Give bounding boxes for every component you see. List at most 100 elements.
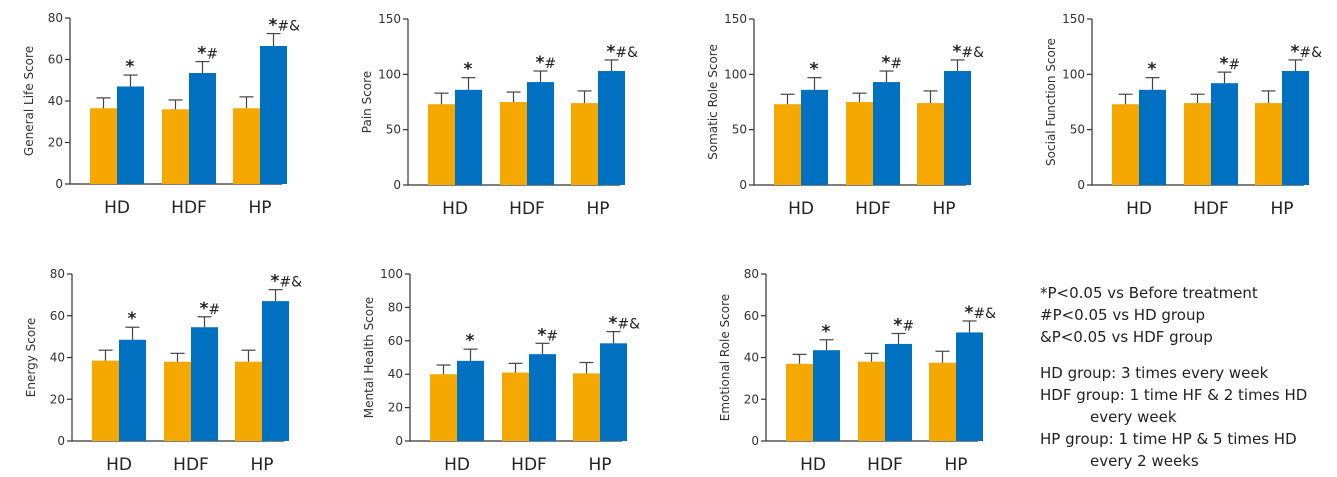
- bar-before-hp: [917, 103, 944, 185]
- legend-hd-group: HD group: 3 times every week: [1040, 364, 1269, 382]
- bar-after-hd: [119, 339, 146, 441]
- bar-before-hp: [1255, 103, 1282, 185]
- significance-star: *: [466, 331, 475, 351]
- significance-star: *: [198, 44, 207, 64]
- y-tick-label: 150: [378, 12, 401, 26]
- y-tick-label: 80: [744, 267, 759, 281]
- x-tick-label-hp: HP: [944, 455, 967, 475]
- significance-symbols: #: [544, 56, 556, 72]
- bar-before-hd: [786, 363, 813, 441]
- y-tick-label: 20: [50, 392, 65, 406]
- x-tick-label-hd: HD: [104, 198, 130, 218]
- bar-after-hp: [600, 343, 627, 441]
- bar-after-hdf: [189, 72, 216, 184]
- bar-before-hdf: [500, 102, 527, 185]
- significance-star: *: [1291, 42, 1300, 62]
- significance-star: *: [1148, 60, 1157, 80]
- significance-symbols: #&: [973, 306, 996, 322]
- x-tick-label-hdf: HDF: [173, 455, 209, 475]
- significance-symbols: #&: [279, 275, 302, 291]
- x-tick-label-hd: HD: [444, 455, 470, 475]
- y-tick-label: 100: [724, 67, 747, 81]
- y-tick-label: 60: [388, 334, 403, 348]
- bar-before-hd: [774, 104, 801, 185]
- significance-star: *: [538, 325, 547, 345]
- significance-symbols: #: [890, 56, 902, 72]
- bar-before-hdf: [502, 372, 529, 441]
- significance-symbols: #&: [617, 317, 640, 333]
- y-axis-title: Social Function Score: [1044, 38, 1058, 166]
- y-tick-label: 0: [57, 434, 65, 448]
- legend-hp-group-cont: every 2 weeks: [1090, 452, 1199, 470]
- bar-after-hp: [944, 71, 971, 185]
- significance-star: *: [607, 42, 616, 62]
- significance-star: *: [126, 57, 135, 77]
- y-tick-label: 0: [751, 434, 759, 448]
- y-tick-label: 50: [732, 123, 747, 137]
- significance-star: *: [1220, 54, 1229, 74]
- y-tick-label: 60: [48, 53, 63, 67]
- significance-star: *: [822, 322, 831, 342]
- bar-after-hp: [598, 71, 625, 185]
- y-axis-title: Pain Score: [360, 71, 374, 133]
- x-tick-label-hd: HD: [800, 455, 826, 475]
- bar-after-hdf: [529, 354, 556, 441]
- x-tick-label-hdf: HDF: [855, 199, 891, 219]
- bar-before-hd: [430, 374, 457, 441]
- bar-after-hd: [1139, 89, 1166, 185]
- significance-marker: *#: [198, 44, 219, 64]
- significance-symbols: #: [1228, 57, 1240, 73]
- x-tick-label-hp: HP: [586, 199, 609, 219]
- y-tick-label: 50: [386, 123, 401, 137]
- y-tick-label: 80: [388, 300, 403, 314]
- x-tick-label-hd: HD: [788, 199, 814, 219]
- significance-marker: *: [810, 60, 819, 80]
- significance-marker: *: [464, 60, 473, 80]
- y-tick-label: 100: [1062, 67, 1085, 81]
- y-tick-label: 60: [50, 309, 65, 323]
- x-tick-label-hd: HD: [1126, 199, 1152, 219]
- y-tick-label: 40: [48, 94, 63, 108]
- significance-marker: *#&: [269, 16, 301, 36]
- bar-after-hd: [813, 350, 840, 441]
- significance-symbols: #&: [1299, 45, 1322, 61]
- y-axis-title: Somatic Role Score: [706, 44, 720, 160]
- significance-star: *: [536, 53, 545, 73]
- significance-symbols: #: [902, 318, 914, 334]
- bar-before-hdf: [858, 361, 885, 441]
- bar-before-hp: [235, 361, 262, 441]
- significance-marker: *#&: [609, 314, 641, 334]
- significance-star: *: [953, 42, 962, 62]
- legend-significance-hd: #P<0.05 vs HD group: [1040, 306, 1205, 324]
- bar-before-hdf: [164, 361, 191, 441]
- bar-after-hdf: [191, 327, 218, 441]
- significance-marker: *: [128, 309, 137, 329]
- significance-marker: *: [466, 331, 475, 351]
- x-tick-label-hd: HD: [442, 199, 468, 219]
- y-tick-label: 150: [724, 12, 747, 26]
- bar-before-hp: [233, 108, 260, 184]
- significance-marker: *: [126, 57, 135, 77]
- x-tick-label-hp: HP: [588, 455, 611, 475]
- legend-significance-before: *P<0.05 vs Before treatment: [1040, 284, 1258, 302]
- y-axis-title: Emotional Role Score: [718, 294, 732, 421]
- y-tick-label: 100: [380, 267, 403, 281]
- bar-after-hp: [956, 332, 983, 441]
- legend-hdf-group: HDF group: 1 time HF & 2 times HD: [1040, 386, 1308, 404]
- bar-after-hp: [1282, 71, 1309, 185]
- significance-marker: *#: [200, 299, 221, 319]
- bar-before-hp: [573, 373, 600, 441]
- y-axis-title: Energy Score: [24, 318, 38, 397]
- y-tick-label: 20: [388, 401, 403, 415]
- y-tick-label: 0: [1077, 178, 1085, 192]
- significance-marker: *: [1148, 60, 1157, 80]
- significance-marker: *#&: [271, 272, 303, 292]
- y-tick-label: 0: [395, 434, 403, 448]
- bar-after-hdf: [1211, 83, 1238, 185]
- bar-before-hd: [1112, 104, 1139, 185]
